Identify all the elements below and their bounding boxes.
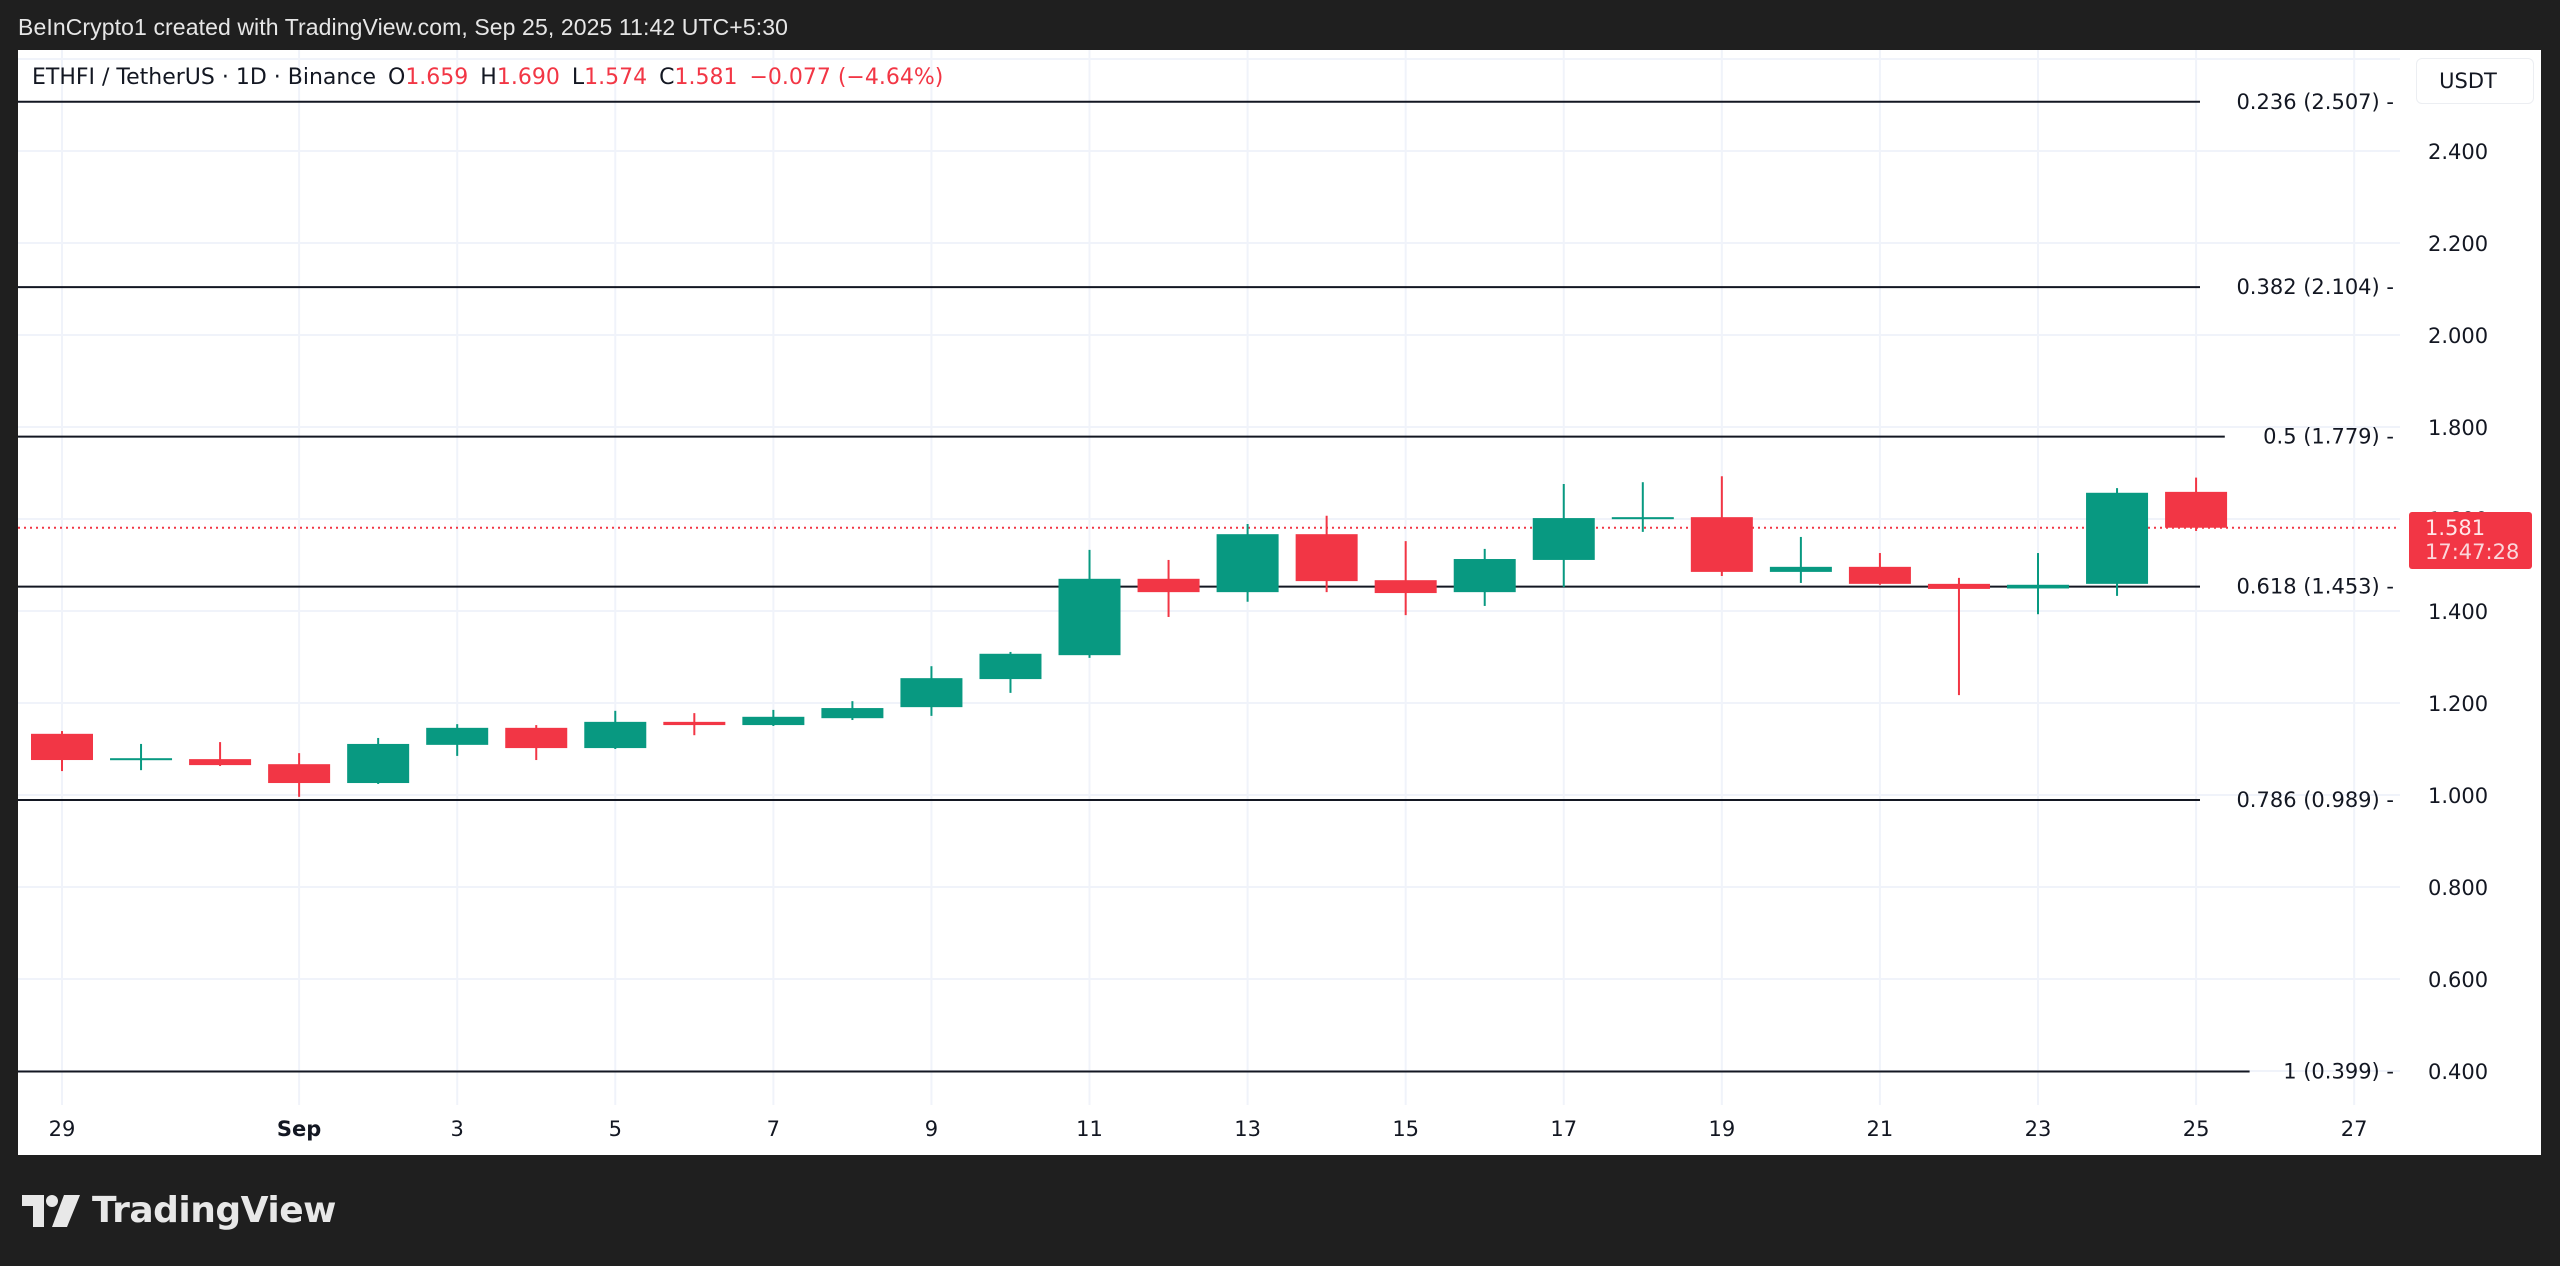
date-tick-label: 13 (1234, 1117, 1261, 1141)
candle[interactable] (1374, 541, 1437, 616)
price-tick-label: 2.000 (2428, 324, 2488, 348)
price-tick-label: 0.800 (2428, 876, 2488, 900)
candle[interactable] (1058, 549, 1121, 658)
candle[interactable] (2086, 488, 2149, 596)
date-tick-label: 27 (2341, 1117, 2368, 1141)
candles (31, 476, 2228, 797)
date-tick-label: 17 (1550, 1117, 1577, 1141)
fibonacci-retracement: 0.236 (2.507) - 0.382 (2.104) - 0.5 (1.779… (18, 90, 2394, 1083)
tradingview-logo-icon (22, 1194, 80, 1227)
bar-countdown: 17:47:28 (2425, 540, 2520, 564)
candle[interactable] (1137, 559, 1200, 617)
change-value: −0.077 (−4.64%) (749, 65, 944, 90)
candle[interactable] (1532, 484, 1595, 588)
candle[interactable] (979, 651, 1042, 693)
date-tick-label: 7 (767, 1117, 780, 1141)
chart-attribution: BeInCrypto1 created with TradingView.com… (18, 14, 788, 40)
open-label: O (387, 65, 406, 90)
fib-level-label: 0.382 (2.104) - (2236, 275, 2394, 299)
candle[interactable] (1848, 553, 1911, 585)
candle[interactable] (347, 737, 410, 784)
symbol-legend: ETHFI / TetherUS · 1D · Binance O1.659 H1.… (32, 65, 943, 90)
candle[interactable] (1453, 548, 1516, 606)
date-tick-label: 3 (451, 1117, 464, 1141)
price-tick-label: 2.400 (2428, 140, 2488, 164)
candle[interactable] (1295, 515, 1358, 593)
candle[interactable] (584, 710, 647, 749)
low-label: L (571, 65, 585, 90)
date-tick-label: 21 (1867, 1117, 1894, 1141)
price-axis: 2.4002.2002.0001.8001.6001.4001.2001.000… (2428, 140, 2488, 1084)
close-value: 1.581 (674, 65, 738, 90)
fib-level-label: 0.786 (0.989) - (2236, 788, 2394, 812)
candle[interactable] (663, 713, 726, 736)
price-tick-label: 0.600 (2428, 968, 2488, 992)
candle[interactable] (505, 725, 568, 761)
price-tick-label: 1.000 (2428, 784, 2488, 808)
date-tick-label: Sep (277, 1117, 321, 1141)
grid-lines (18, 50, 2400, 1105)
price-tick-label: 1.800 (2428, 416, 2488, 440)
candle[interactable] (1216, 524, 1279, 602)
time-axis: 29 Sep 3 5 7 9 11 13 15 17 19 21 23 25 27 (49, 1117, 2368, 1141)
candle[interactable] (31, 731, 93, 772)
low-value: 1.574 (584, 65, 648, 90)
candle[interactable] (1769, 536, 1832, 583)
brand-name: TradingView (92, 1190, 336, 1231)
fib-level-label: 0.5 (1.779) - (2263, 425, 2394, 449)
high-label: H (480, 65, 497, 90)
date-tick-label: 19 (1708, 1117, 1735, 1141)
date-tick-label: 9 (925, 1117, 938, 1141)
date-tick-label: 23 (2025, 1117, 2052, 1141)
last-price-value: 1.581 (2425, 516, 2486, 540)
date-tick-label: 11 (1076, 1117, 1103, 1141)
candle[interactable] (2007, 553, 2069, 615)
candle[interactable] (110, 743, 173, 771)
high-value: 1.690 (496, 65, 560, 90)
candle[interactable] (1690, 476, 1753, 577)
date-tick-label: 29 (49, 1117, 76, 1141)
candle[interactable] (426, 724, 489, 756)
fib-level-label: 1 (0.399) - (2283, 1059, 2394, 1083)
candle[interactable] (821, 701, 884, 721)
last-price-tag: 1.581 17:47:28 (2409, 512, 2532, 569)
price-tick-label: 0.400 (2428, 1060, 2488, 1084)
fib-level-label: 0.236 (2.507) - (2236, 90, 2394, 114)
date-tick-label: 15 (1392, 1117, 1419, 1141)
candle[interactable] (268, 753, 331, 797)
currency-button[interactable]: USDT (2416, 58, 2534, 104)
candle[interactable] (742, 709, 805, 726)
candle[interactable] (900, 666, 963, 716)
chart-panel[interactable] (18, 50, 2541, 1155)
candle[interactable] (1611, 482, 1674, 532)
price-tick-label: 2.200 (2428, 232, 2488, 256)
price-tick-label: 1.400 (2428, 600, 2488, 624)
candle[interactable] (2165, 477, 2228, 531)
close-label: C (659, 65, 675, 90)
date-tick-label: 25 (2183, 1117, 2210, 1141)
price-tick-label: 1.200 (2428, 692, 2488, 716)
date-tick-label: 5 (609, 1117, 622, 1141)
open-value: 1.659 (405, 65, 469, 90)
fib-level-label: 0.618 (1.453) - (2236, 575, 2394, 599)
symbol-title[interactable]: ETHFI / TetherUS · 1D · Binance (32, 65, 376, 90)
tradingview-logo[interactable]: TradingView (22, 1190, 336, 1231)
candle[interactable] (1927, 577, 1990, 696)
candle[interactable] (189, 742, 252, 767)
